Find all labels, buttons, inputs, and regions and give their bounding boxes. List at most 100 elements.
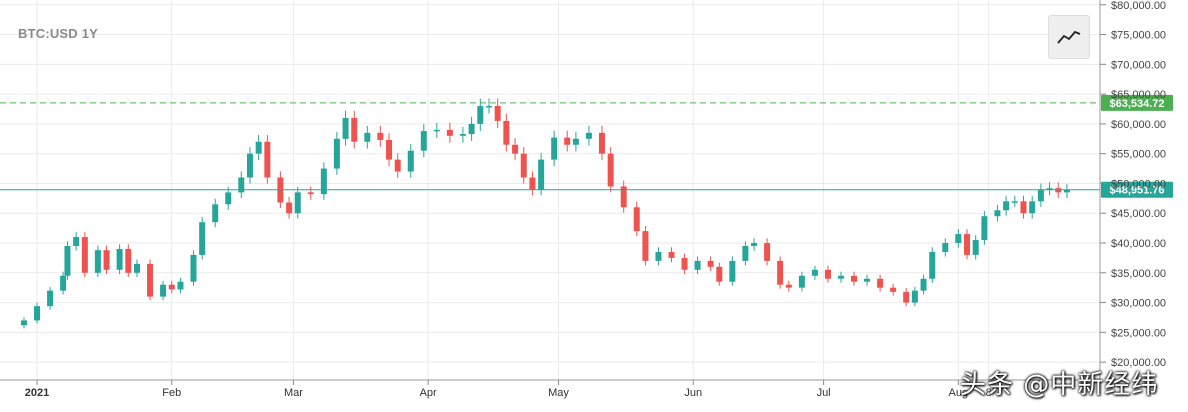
- candle-body: [394, 159, 401, 172]
- candle-body: [94, 250, 101, 273]
- y-tick-label: $25,000.00: [1111, 327, 1166, 339]
- candle-body: [246, 153, 253, 178]
- candle-body: [620, 186, 627, 208]
- y-tick-label: $30,000.00: [1111, 298, 1166, 310]
- price-tag-label: $63,534.72: [1109, 98, 1164, 110]
- candle-body: [238, 177, 245, 193]
- candle-body: [21, 320, 27, 326]
- candle-body: [851, 275, 858, 282]
- candle-body: [694, 260, 701, 270]
- candle-body: [837, 275, 844, 279]
- candle-body: [320, 168, 327, 195]
- candle-body: [116, 248, 123, 270]
- candle-body: [433, 129, 440, 132]
- watermark: 头条 @中新经纬: [960, 370, 1159, 400]
- candle-body: [477, 106, 484, 124]
- candle-body: [1063, 190, 1070, 193]
- candle-body: [633, 207, 640, 232]
- candle-body: [929, 251, 936, 279]
- candle-body: [333, 138, 340, 169]
- candle-body: [920, 278, 927, 291]
- chart-type-button[interactable]: [1048, 15, 1090, 59]
- candle-body: [64, 245, 71, 276]
- price-tag: [1101, 94, 1173, 111]
- candle-body: [824, 269, 831, 279]
- candle-body: [125, 248, 132, 273]
- candle-body: [34, 306, 41, 321]
- y-tick-label: $20,000.00: [1111, 357, 1166, 369]
- x-tick-label: 8: [986, 387, 992, 399]
- candle-body: [994, 210, 1001, 217]
- y-tick-label: $55,000.00: [1111, 149, 1166, 161]
- candle-body: [729, 260, 736, 282]
- candle-body: [199, 222, 206, 255]
- candle-body: [407, 150, 414, 172]
- candle-body: [60, 275, 67, 291]
- candle-body: [160, 284, 167, 297]
- candle-body: [177, 281, 184, 290]
- candle-body: [911, 290, 918, 303]
- candle-body: [420, 131, 427, 151]
- candle-body: [520, 153, 527, 178]
- candle-body: [190, 254, 197, 282]
- candle-body: [255, 141, 262, 154]
- x-tick-label: 2021: [25, 387, 49, 399]
- candle-body: [485, 106, 492, 108]
- candle-body: [468, 123, 475, 135]
- x-tick-label: Feb: [162, 387, 181, 399]
- candle-body: [707, 260, 714, 267]
- candle-body: [955, 234, 962, 244]
- price-tag: [1101, 181, 1173, 198]
- candle-body: [877, 278, 884, 288]
- candle-body: [903, 291, 910, 303]
- candle-body: [264, 141, 271, 178]
- candle-body: [642, 231, 649, 261]
- candle-body: [655, 251, 662, 261]
- candle-body: [147, 263, 154, 297]
- candle-body: [47, 290, 54, 307]
- candle-body: [538, 159, 545, 190]
- candle-body: [981, 216, 988, 241]
- x-tick-label: Apr: [420, 387, 437, 399]
- candle-body: [512, 144, 519, 154]
- candle-body: [307, 192, 314, 195]
- candle-body: [964, 234, 971, 255]
- candle-body: [777, 260, 784, 285]
- candle-body: [386, 139, 393, 160]
- candle-body: [351, 117, 358, 142]
- candle-body: [607, 153, 614, 187]
- candle-body: [742, 245, 749, 261]
- x-tick-label: Aug: [949, 387, 969, 399]
- candle-body: [286, 202, 293, 214]
- x-tick-label: May: [548, 387, 569, 399]
- candle-body: [681, 257, 688, 270]
- candle-body: [668, 251, 675, 258]
- candle-body: [1020, 201, 1027, 214]
- candle-body: [798, 275, 805, 288]
- y-tick-label: $45,000.00: [1111, 208, 1166, 220]
- candle-body: [1003, 201, 1010, 211]
- x-tick-label: Jul: [817, 387, 831, 399]
- candle-body: [585, 132, 592, 139]
- candle-body: [294, 192, 301, 214]
- y-tick-label: $75,000.00: [1111, 30, 1166, 42]
- candle-body: [494, 106, 501, 121]
- candle-body: [1029, 201, 1036, 214]
- candle-body: [864, 278, 871, 282]
- candle-body: [377, 132, 384, 140]
- y-tick-label: $65,000.00: [1111, 89, 1166, 101]
- candle-body: [503, 120, 510, 145]
- y-tick-label: $40,000.00: [1111, 238, 1166, 250]
- candle-body: [1046, 188, 1053, 190]
- candle-body: [890, 287, 897, 292]
- candle-body: [168, 284, 175, 290]
- candle-body: [764, 243, 771, 261]
- candle-body: [716, 266, 723, 282]
- candle-body: [564, 137, 571, 145]
- candle-body: [225, 192, 232, 205]
- price-tag-label: $48,951.76: [1109, 185, 1164, 197]
- candle-body: [751, 243, 758, 246]
- line-chart-icon: [1057, 30, 1081, 44]
